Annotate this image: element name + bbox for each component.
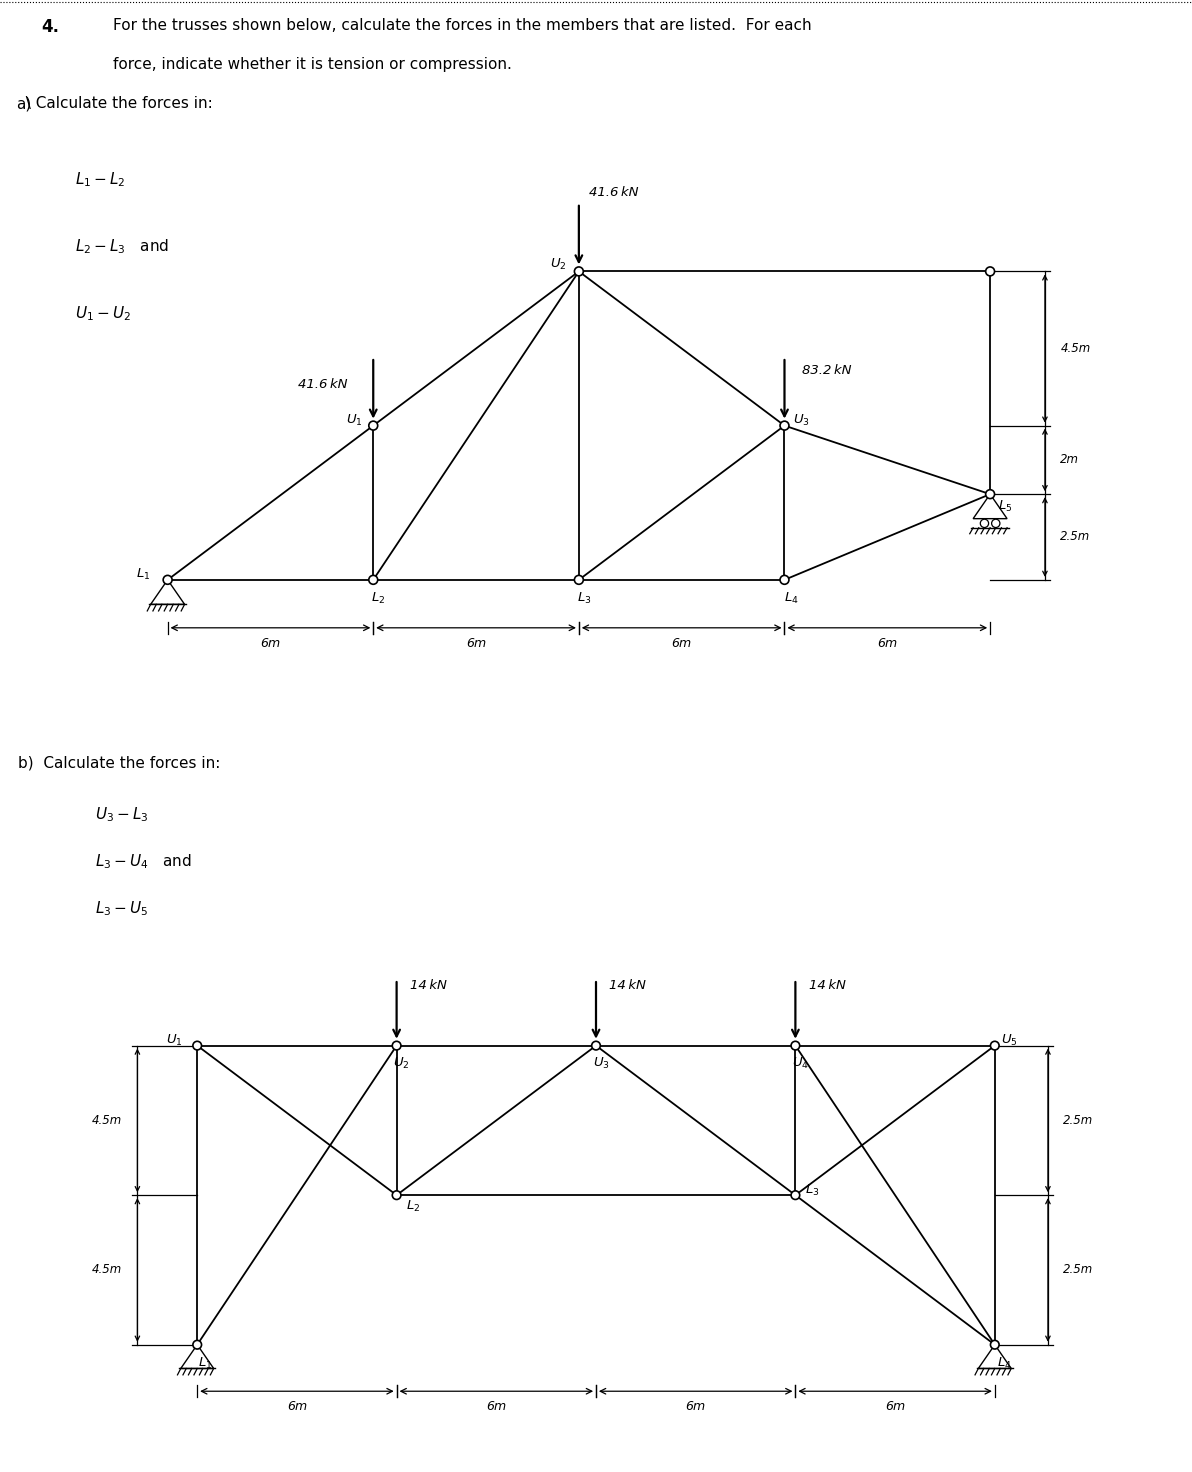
Text: $U_3$: $U_3$ [592, 1057, 609, 1072]
Circle shape [368, 576, 378, 584]
Text: $U_1-U_2$: $U_1-U_2$ [75, 305, 131, 324]
Text: For the trusses shown below, calculate the forces in the members that are listed: For the trusses shown below, calculate t… [113, 18, 812, 32]
Text: 6m: 6m [486, 1400, 507, 1413]
Text: $U_3$: $U_3$ [793, 414, 811, 428]
Text: 41.6 kN: 41.6 kN [298, 378, 347, 392]
Text: $L_5$: $L_5$ [999, 499, 1013, 514]
Circle shape [986, 490, 994, 499]
Text: 4.5m: 4.5m [92, 1114, 123, 1128]
Text: $U_1$: $U_1$ [346, 414, 362, 428]
Text: $U_1$: $U_1$ [166, 1033, 182, 1048]
Text: 2.5m: 2.5m [1061, 530, 1091, 543]
Text: 2.5m: 2.5m [1063, 1263, 1093, 1276]
Text: 6m: 6m [287, 1400, 308, 1413]
Text: 6m: 6m [877, 637, 898, 649]
Text: $L_4$: $L_4$ [998, 1356, 1012, 1370]
Text: 6m: 6m [466, 637, 486, 649]
Circle shape [591, 1041, 601, 1050]
Circle shape [193, 1041, 201, 1050]
Circle shape [991, 1041, 999, 1050]
Circle shape [368, 421, 378, 430]
Circle shape [575, 576, 583, 584]
Text: b)  Calculate the forces in:: b) Calculate the forces in: [18, 755, 221, 771]
Text: 4.5m: 4.5m [1061, 342, 1091, 355]
Text: 2.5m: 2.5m [1063, 1114, 1093, 1128]
Text: $L_3$: $L_3$ [577, 592, 591, 606]
Text: $L_2$: $L_2$ [406, 1200, 421, 1214]
Text: $L_2-L_3$   and: $L_2-L_3$ and [75, 238, 169, 256]
Text: 6m: 6m [671, 637, 691, 649]
Text: $L_2$: $L_2$ [371, 592, 385, 606]
Circle shape [163, 576, 172, 584]
Text: 6m: 6m [260, 637, 280, 649]
Circle shape [780, 576, 789, 584]
Text: $L_1$: $L_1$ [136, 567, 151, 583]
Text: $U_4$: $U_4$ [791, 1057, 809, 1072]
Text: 4.: 4. [42, 18, 60, 35]
Text: 2m: 2m [1061, 453, 1080, 467]
Circle shape [791, 1191, 800, 1200]
Text: $L_3-U_4$   and: $L_3-U_4$ and [95, 852, 192, 871]
Text: $L_3$: $L_3$ [805, 1182, 819, 1198]
Text: $L_1-L_2$: $L_1-L_2$ [75, 171, 126, 190]
Circle shape [980, 520, 988, 527]
Text: 41.6 kN: 41.6 kN [589, 185, 639, 199]
Text: a): a) [17, 96, 32, 110]
Circle shape [791, 1041, 800, 1050]
Text: $U_2$: $U_2$ [550, 258, 566, 272]
Text: 14 kN: 14 kN [808, 979, 845, 992]
Text: 83.2 kN: 83.2 kN [801, 364, 851, 377]
Text: 6m: 6m [685, 1400, 706, 1413]
Text: 14 kN: 14 kN [410, 979, 447, 992]
Text: 4.5m: 4.5m [92, 1263, 123, 1276]
Text: 14 kN: 14 kN [609, 979, 646, 992]
Text: \ Calculate the forces in:: \ Calculate the forces in: [17, 96, 213, 110]
Circle shape [392, 1041, 401, 1050]
Text: $U_2$: $U_2$ [393, 1057, 410, 1072]
Circle shape [575, 266, 583, 275]
Text: $U_5$: $U_5$ [1001, 1033, 1018, 1048]
Circle shape [193, 1341, 201, 1348]
Text: force, indicate whether it is tension or compression.: force, indicate whether it is tension or… [113, 57, 513, 72]
Text: $L_3-U_5$: $L_3-U_5$ [95, 899, 149, 919]
Text: $U_3-L_3$: $U_3-L_3$ [95, 805, 149, 824]
Text: $L_4$: $L_4$ [784, 592, 799, 606]
Circle shape [991, 1341, 999, 1348]
Circle shape [986, 266, 994, 275]
Circle shape [992, 520, 1000, 527]
Circle shape [780, 421, 789, 430]
Circle shape [392, 1191, 401, 1200]
Text: 6m: 6m [884, 1400, 905, 1413]
Text: $L_1$: $L_1$ [198, 1356, 212, 1370]
